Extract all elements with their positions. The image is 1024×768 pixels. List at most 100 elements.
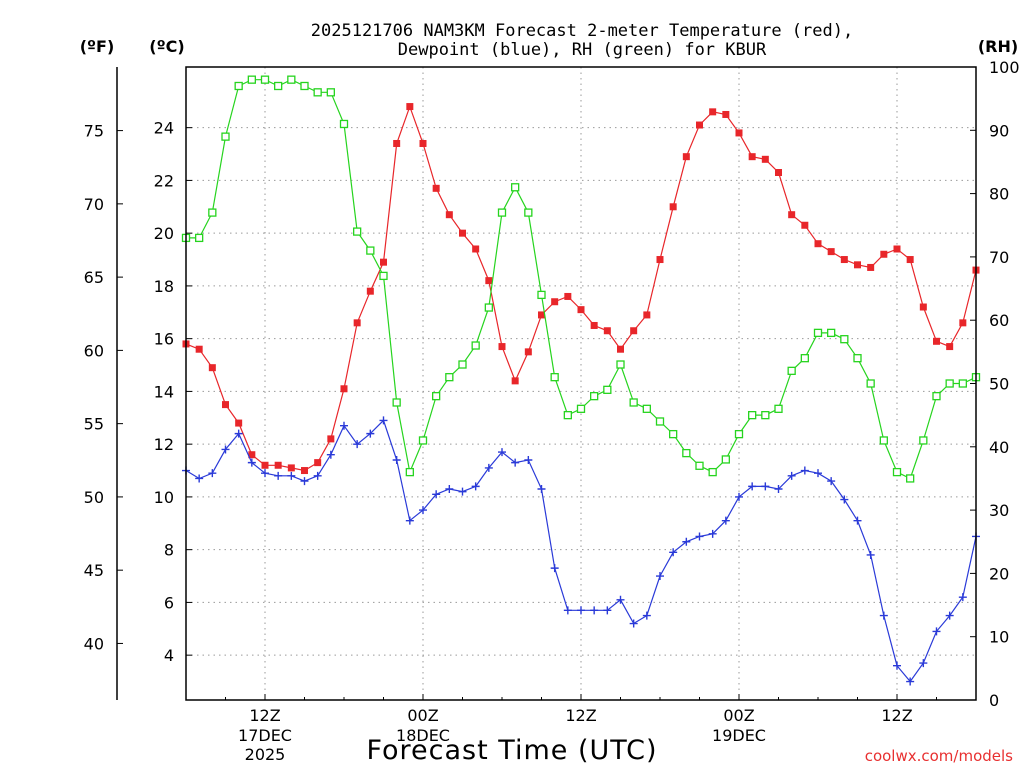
rh-point <box>919 436 928 445</box>
rh-point <box>853 354 862 363</box>
dewpoint-point <box>274 471 283 480</box>
dewpoint-point <box>392 455 401 464</box>
rh-point <box>708 467 717 477</box>
temperature-point <box>761 155 769 163</box>
x-tick-label-time: 12Z <box>881 706 912 725</box>
dewpoint-point <box>958 593 967 602</box>
temperature-point <box>722 110 730 118</box>
temperature-point <box>551 298 559 306</box>
x-tick-label-time: 00Z <box>723 706 754 725</box>
axes: 4 6 8 10 12 14 16 18 20 22 24 40 45 50 55 60 65 70 75 0 10 20… <box>84 58 1020 764</box>
rh-point <box>800 354 809 363</box>
rh-point <box>497 208 507 217</box>
temperature-point <box>919 303 927 311</box>
x-axis-title: Forecast Time (UTC) <box>366 735 657 766</box>
rh-point <box>195 233 204 243</box>
rh-point <box>445 373 454 382</box>
series-dewpoint <box>182 416 980 686</box>
fahrenheit-tick-label: 70 <box>84 195 104 214</box>
dewpoint-point <box>471 482 480 491</box>
temperature-point <box>669 203 677 211</box>
temperature-point <box>248 451 256 459</box>
temperature-point <box>709 108 717 116</box>
celsius-unit-label: (ºC) <box>149 37 184 56</box>
dewpoint-point <box>300 477 309 486</box>
temperature-point <box>775 169 782 176</box>
rh-point <box>418 436 428 445</box>
rh-unit-label: (RH) <box>978 37 1018 56</box>
rh-point <box>616 360 625 369</box>
rh-point <box>405 467 414 477</box>
celsius-tick-label: 12 <box>154 435 174 454</box>
temperature-point <box>287 464 295 472</box>
dewpoint-point <box>827 477 836 486</box>
rh-point <box>813 328 823 338</box>
rh-point <box>761 410 770 420</box>
rh-point <box>550 373 559 382</box>
grid <box>186 67 976 700</box>
dewpoint-point <box>656 572 664 581</box>
fahrenheit-tick-label: 65 <box>84 268 104 287</box>
dewpoint-point <box>735 492 743 501</box>
temperature-point <box>643 311 651 319</box>
dewpoint-point <box>695 532 704 541</box>
temperature-point <box>788 211 796 219</box>
dewpoint-point <box>682 537 691 546</box>
rh-point <box>669 429 678 439</box>
dewpoint-point <box>669 548 678 557</box>
celsius-tick-label: 24 <box>154 119 174 138</box>
dewpoint-point <box>498 448 506 457</box>
celsius-tick-label: 16 <box>154 330 174 349</box>
rh-point <box>484 303 493 312</box>
temperature-point <box>274 461 282 469</box>
rh-point <box>511 183 520 192</box>
dewpoint-point <box>405 516 414 525</box>
fahrenheit-tick-label: 45 <box>84 561 104 580</box>
dewpoint-point <box>484 463 493 472</box>
fahrenheit-tick-label: 75 <box>84 122 104 141</box>
rh-tick-label: 70 <box>989 248 1009 267</box>
dewpoint-point <box>945 611 954 620</box>
temperature-point <box>353 319 361 327</box>
credit-text: coolwx.com/models <box>865 747 1013 765</box>
fahrenheit-tick-label: 50 <box>84 488 104 507</box>
dewpoint-point <box>906 677 915 686</box>
dewpoint-point <box>814 469 822 478</box>
rh-tick-label: 80 <box>989 185 1009 204</box>
dewpoint-point <box>708 529 717 538</box>
rh-point <box>906 474 915 483</box>
rh-point <box>366 246 375 255</box>
x-tick-label-year: 2025 <box>245 745 286 764</box>
dewpoint-point <box>366 429 375 438</box>
rh-point <box>590 392 599 401</box>
rh-point <box>208 208 217 217</box>
temperature-point <box>656 256 664 264</box>
temperature-point <box>472 245 480 253</box>
dewpoint-point <box>511 458 520 467</box>
x-tick-label-time: 00Z <box>407 706 438 725</box>
rh-point <box>603 385 612 394</box>
rh-tick-label: 10 <box>989 628 1009 647</box>
temperature-point <box>301 467 308 475</box>
series-rh <box>181 75 981 483</box>
x-tick-label-date: 17DEC <box>238 726 292 745</box>
dewpoint-point <box>419 506 427 515</box>
temperature-point <box>933 337 940 345</box>
temperature-point <box>577 306 585 314</box>
dewpoint-point <box>353 440 362 449</box>
temperature-point <box>603 327 611 335</box>
dewpoint-point <box>840 495 849 504</box>
rh-point <box>774 404 783 413</box>
dewpoint-point <box>787 471 796 480</box>
dewpoint-point <box>221 445 230 454</box>
temperature-point <box>880 250 888 258</box>
dewpoint-point <box>458 487 467 496</box>
rh-point <box>392 398 401 407</box>
dewpoint-point <box>603 606 612 615</box>
rh-point <box>734 429 744 439</box>
rh-point <box>221 132 230 141</box>
temperature-point <box>406 103 414 111</box>
celsius-tick-label: 14 <box>154 382 174 401</box>
dewpoint-point <box>247 458 256 467</box>
